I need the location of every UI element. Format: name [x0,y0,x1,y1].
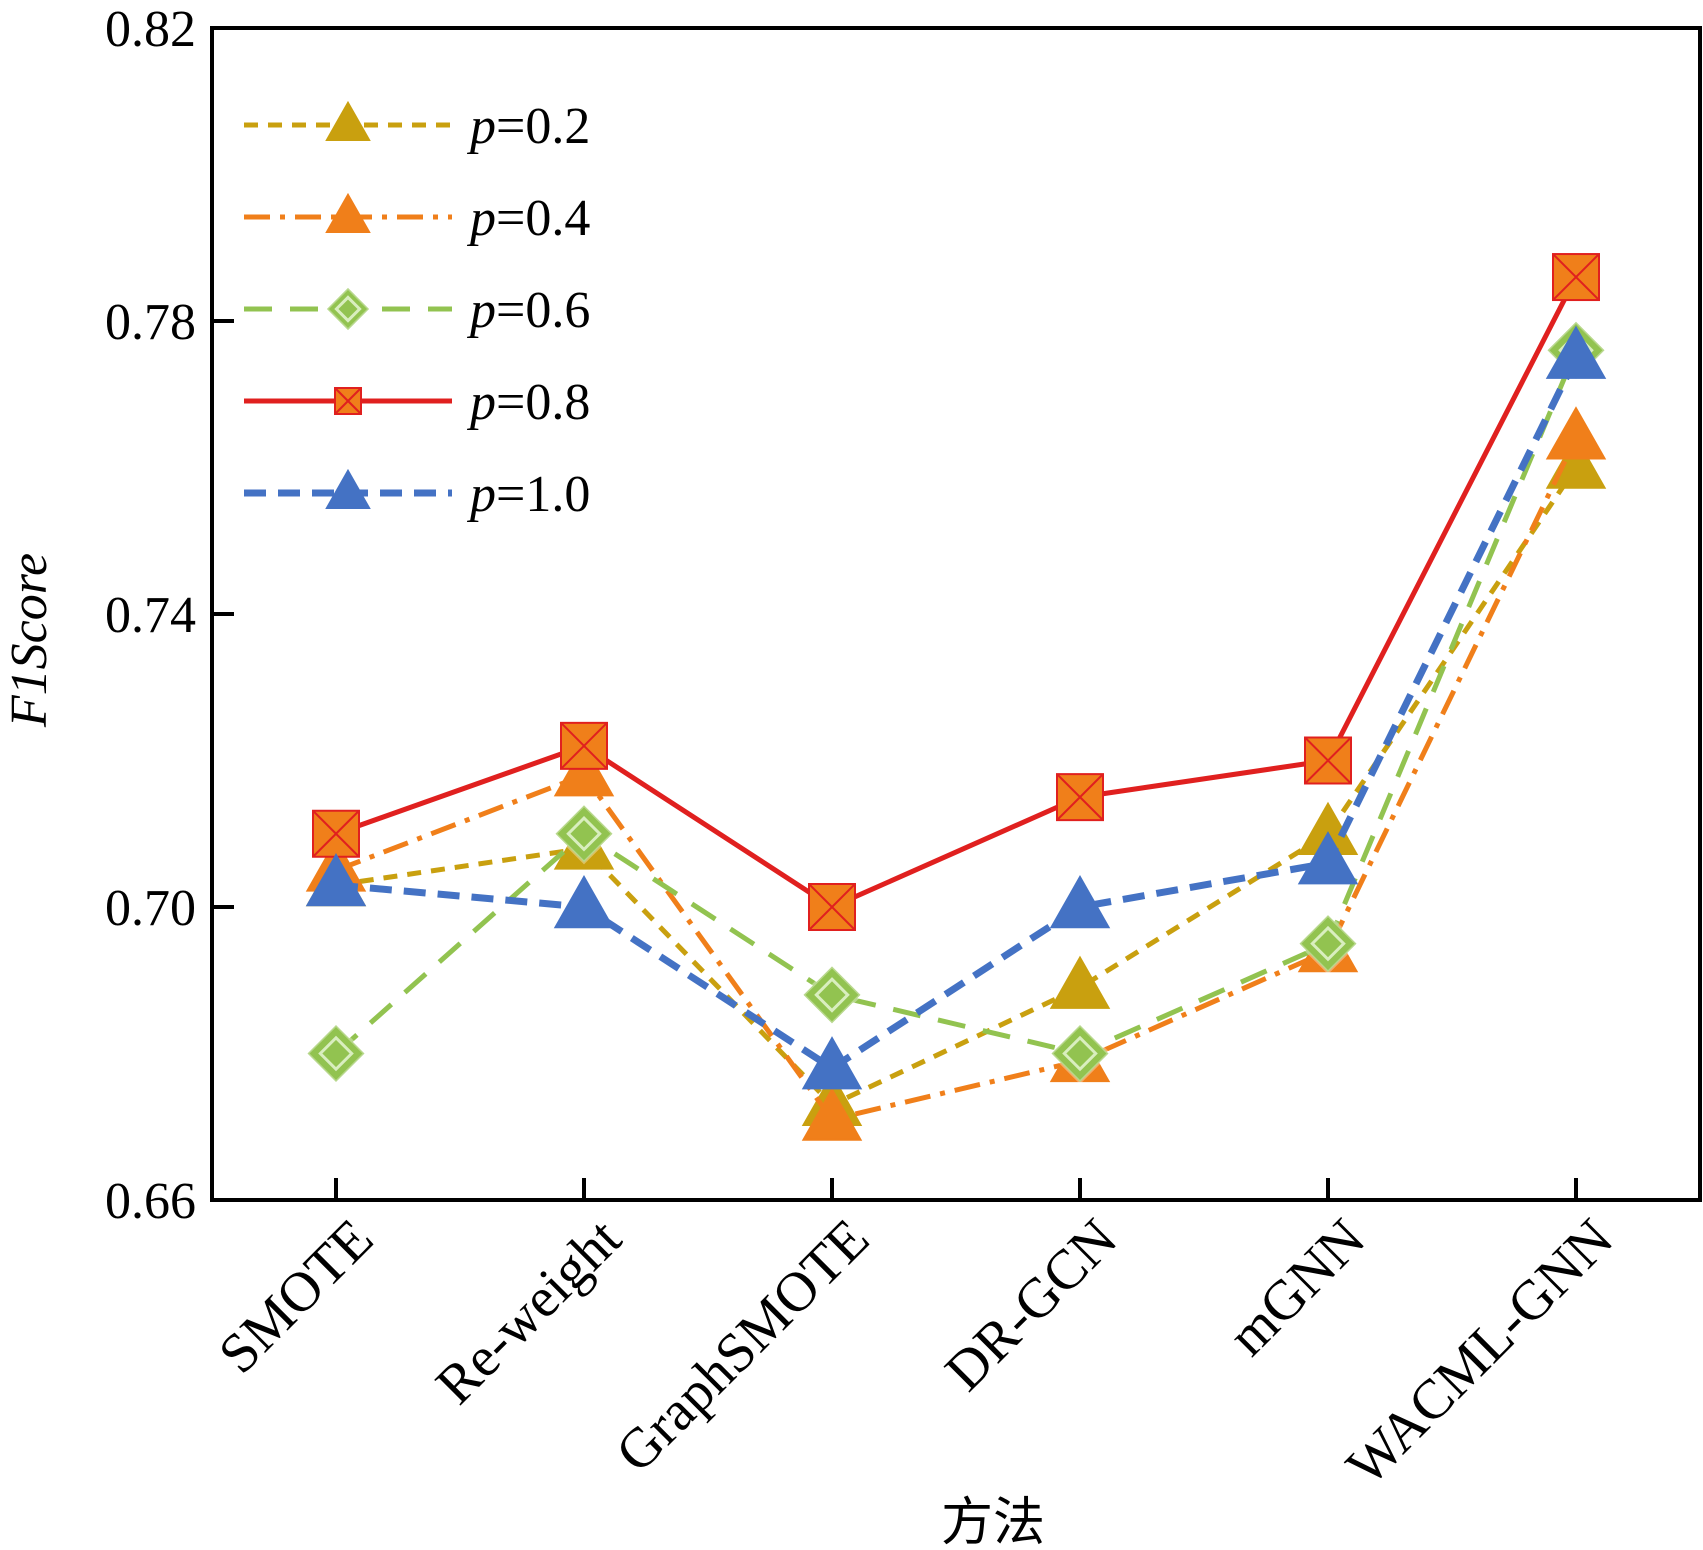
data-point [553,875,615,929]
legend-item: p=0.4 [244,190,590,247]
legend-item: p=0.6 [244,282,590,339]
legend: p=0.2 p=0.4 p=0.6 p=0.8 p=1.0 [244,98,590,523]
series-layer [305,253,1607,1141]
data-point [1049,955,1111,1009]
legend-label: p=0.8 [466,374,590,431]
data-point [808,883,856,931]
legend-marker [334,387,362,415]
x-tick-label: GraphSMOTE [604,1207,881,1484]
data-point [1297,912,1359,975]
legend-item: p=0.8 [244,374,590,431]
series-line [335,437,1579,1122]
data-point [1304,736,1352,785]
legend-marker [325,100,371,141]
series-p=0.8 [312,253,1600,931]
data-point [553,803,615,865]
data-point [305,1022,367,1085]
data-point [801,964,863,1026]
data-point [801,1087,863,1141]
data-point [305,853,367,907]
x-tick-label: Re-weight [424,1207,633,1416]
y-tick-label: 0.82 [105,1,196,58]
legend-label: p=1.0 [466,466,590,523]
data-point [1545,325,1607,379]
y-axis-title: F1Score [1,553,58,728]
y-axis: 0.66 0.70 0.74 0.78 0.82 [105,1,234,1230]
data-point [1297,831,1359,885]
data-point [1545,406,1607,460]
legend-marker [325,192,371,233]
x-tick-label: DR-GCN [934,1207,1130,1403]
y-tick-label: 0.66 [105,1173,196,1230]
data-point [1552,253,1600,302]
legend-item: p=1.0 [244,466,590,523]
y-tick-label: 0.70 [105,880,196,937]
series-p=0.6 [305,319,1607,1085]
series-line [334,349,1579,1056]
data-point [560,721,608,770]
legend-label: p=0.6 [466,282,590,339]
data-point [1049,1022,1111,1085]
series-line [335,356,1580,1072]
legend-marker [325,468,371,509]
x-tick-label: SMOTE [207,1207,385,1385]
series-p=1.0 [305,325,1607,1090]
series-line [335,466,1579,1108]
x-tick-label: mGNN [1217,1207,1377,1367]
data-point [553,743,615,797]
y-tick-label: 0.78 [105,294,196,351]
data-point [312,809,360,858]
x-tick-label: WACML-GNN [1335,1207,1625,1497]
data-point [1049,875,1111,929]
data-point [1056,773,1104,822]
series-line [335,275,1579,910]
data-point [801,1036,863,1090]
legend-marker [324,285,372,333]
y-tick-label: 0.74 [105,587,196,644]
x-axis-title: 方法 [941,1495,1045,1550]
legend-label: p=0.2 [466,98,590,155]
legend-item: p=0.2 [244,98,590,155]
legend-label: p=0.4 [466,190,590,247]
